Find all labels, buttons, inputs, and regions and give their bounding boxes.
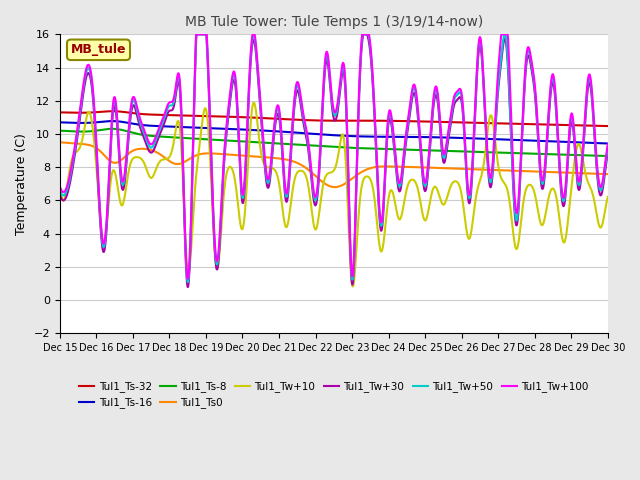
- Y-axis label: Temperature (C): Temperature (C): [15, 133, 28, 235]
- Legend: Tul1_Ts-32, Tul1_Ts-16, Tul1_Ts-8, Tul1_Ts0, Tul1_Tw+10, Tul1_Tw+30, Tul1_Tw+50,: Tul1_Ts-32, Tul1_Ts-16, Tul1_Ts-8, Tul1_…: [75, 377, 593, 413]
- Title: MB Tule Tower: Tule Temps 1 (3/19/14-now): MB Tule Tower: Tule Temps 1 (3/19/14-now…: [185, 15, 483, 29]
- Text: MB_tule: MB_tule: [71, 43, 126, 56]
